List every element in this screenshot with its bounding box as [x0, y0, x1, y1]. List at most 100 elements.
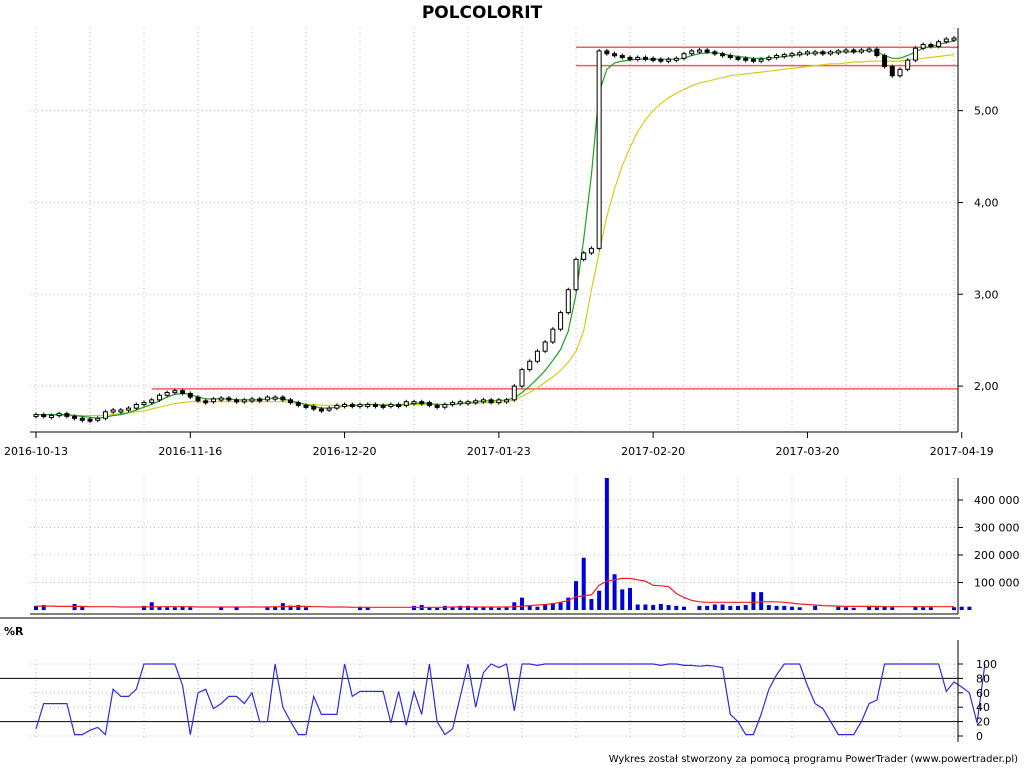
- price-candle: [658, 58, 664, 62]
- volume-axes: [30, 478, 959, 615]
- price-candle: [380, 404, 386, 408]
- price-candle: [666, 58, 672, 62]
- date-tick-label: 2016-12-20: [313, 445, 377, 458]
- volume-average-line: [36, 577, 954, 608]
- price-tick-label: 3,00: [974, 288, 999, 301]
- volume-bars: [34, 478, 972, 610]
- williams-r-tick-label: 100: [976, 658, 997, 671]
- volume-bar: [751, 592, 756, 610]
- volume-bar: [604, 478, 609, 610]
- price-candle: [164, 392, 170, 396]
- volume-axis: 100 000 200 000 300 000 400 000: [958, 494, 1020, 590]
- price-candle: [396, 403, 402, 407]
- volume-bar: [520, 597, 524, 610]
- price-candle: [812, 51, 818, 55]
- volume-bar: [743, 605, 748, 610]
- volume-bar: [535, 606, 540, 610]
- price-candle: [858, 49, 864, 53]
- volume-bar: [435, 607, 440, 610]
- volume-bar: [797, 607, 802, 610]
- volume-bar: [774, 605, 779, 610]
- price-candle: [604, 50, 610, 55]
- price-candle: [372, 403, 378, 407]
- price-candle: [288, 399, 294, 404]
- price-candle: [141, 402, 147, 406]
- price-candle: [342, 403, 348, 407]
- date-tick-label: 2016-11-16: [158, 445, 222, 458]
- price-tick-label: 5,00: [974, 105, 999, 118]
- price-axes: [30, 28, 959, 433]
- price-candle: [843, 49, 849, 53]
- price-candle: [650, 57, 656, 61]
- volume-bar: [41, 605, 46, 610]
- date-axis: 2016-10-13 2016-11-16 2016-12-20 2017-01-23…: [4, 432, 994, 458]
- williams-r-tick-label: 20: [976, 716, 990, 729]
- volume-bar: [651, 605, 656, 610]
- price-candle: [56, 413, 62, 417]
- volume-bar: [666, 605, 671, 610]
- volume-bar: [442, 605, 447, 610]
- volume-bar: [643, 604, 648, 610]
- volume-bar: [296, 605, 301, 610]
- volume-bar: [697, 605, 702, 610]
- volume-bar: [142, 605, 146, 610]
- volume-bar: [265, 607, 270, 610]
- chart-title: POLCOLORIT: [422, 3, 543, 23]
- price-candle: [558, 312, 564, 330]
- price-candle: [465, 401, 471, 405]
- volume-bar: [952, 607, 956, 610]
- volume-bar: [566, 597, 571, 610]
- williams-r-tick-label: 0: [976, 730, 983, 743]
- price-candle: [627, 56, 633, 60]
- volume-bar: [165, 607, 170, 610]
- williams-r-title: %R: [4, 625, 24, 638]
- volume-bar: [574, 581, 578, 610]
- volume-bar: [412, 605, 416, 610]
- price-candle: [689, 50, 695, 55]
- volume-bar: [782, 605, 787, 610]
- price-candle: [249, 398, 255, 402]
- price-candle: [727, 55, 733, 59]
- price-candle: [619, 55, 625, 59]
- volume-bar: [273, 606, 278, 610]
- price-candle: [41, 414, 47, 418]
- volume-bar: [365, 607, 370, 610]
- moving-average-long: [36, 54, 955, 417]
- price-candle: [835, 50, 841, 54]
- price-candle: [511, 385, 517, 401]
- price-candle: [596, 50, 602, 249]
- price-candle: [442, 403, 448, 408]
- volume-bar: [867, 605, 872, 610]
- volume-bar: [489, 607, 494, 610]
- volume-bar: [34, 605, 38, 610]
- footer-credit: Wykres został stworzony za pomocą progra…: [609, 754, 1018, 765]
- volume-bar: [851, 607, 856, 610]
- volume-bar: [844, 607, 848, 610]
- price-candle: [311, 405, 317, 410]
- volume-bar: [836, 606, 841, 610]
- price-candle: [318, 408, 324, 412]
- volume-bar: [188, 607, 193, 610]
- volume-bar: [766, 605, 771, 610]
- volume-bar: [172, 607, 177, 610]
- price-candle: [280, 396, 286, 401]
- date-tick-label: 2017-02-20: [621, 445, 685, 458]
- volume-bar: [304, 607, 308, 610]
- price-candle: [357, 403, 363, 407]
- price-candle: [180, 390, 186, 394]
- price-candle: [110, 409, 116, 413]
- price-candle: [905, 59, 911, 70]
- volume-bar: [921, 607, 926, 610]
- volume-bar: [628, 588, 632, 610]
- volume-bar: [759, 592, 764, 610]
- volume-bar: [80, 606, 85, 610]
- volume-bar: [496, 607, 501, 610]
- price-candle: [195, 396, 201, 402]
- volume-bar: [674, 605, 679, 610]
- price-candle: [565, 289, 571, 314]
- volume-bar: [288, 605, 293, 610]
- price-candle: [272, 396, 278, 400]
- volume-bar: [466, 605, 470, 610]
- price-candle: [218, 397, 224, 401]
